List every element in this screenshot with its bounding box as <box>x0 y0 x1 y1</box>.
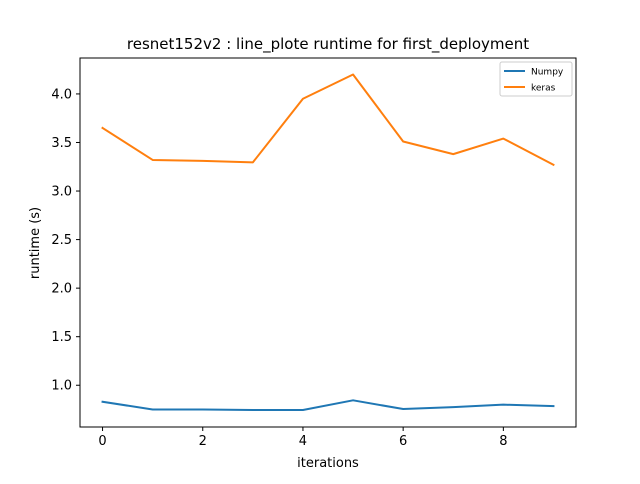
y-tick-label: 3.5 <box>51 136 72 151</box>
series-lines <box>101 73 555 412</box>
plot-frame <box>79 57 577 428</box>
y-tick-label: 2.0 <box>51 282 72 297</box>
y-tick-label: 4.0 <box>51 87 72 102</box>
y-axis-label: runtime (s) <box>28 207 43 279</box>
legend: Numpy keras <box>499 61 573 97</box>
x-tick-label: 8 <box>499 434 507 449</box>
y-tick-label: 1.0 <box>51 379 72 394</box>
x-tick-label: 4 <box>299 434 307 449</box>
series-line-numpy <box>101 399 555 412</box>
y-tick-label: 2.5 <box>51 233 72 248</box>
y-tick-label: 1.5 <box>51 330 72 345</box>
x-tick-label: 0 <box>98 434 106 449</box>
x-tick-label: 6 <box>399 434 407 449</box>
y-tick-label: 3.0 <box>51 185 72 200</box>
legend-label-keras: keras <box>531 84 556 94</box>
series-line-keras <box>101 73 555 167</box>
x-tick-label: 2 <box>199 434 207 449</box>
axis-ticks: 0 2 4 6 8 1.0 1.5 2.0 2.5 3.0 3.5 4.0 <box>51 87 507 449</box>
legend-label-numpy: Numpy <box>531 68 564 78</box>
chart-title: resnet152v2 : line_plote runtime for fir… <box>127 35 529 54</box>
x-axis-label: iterations <box>297 456 359 471</box>
